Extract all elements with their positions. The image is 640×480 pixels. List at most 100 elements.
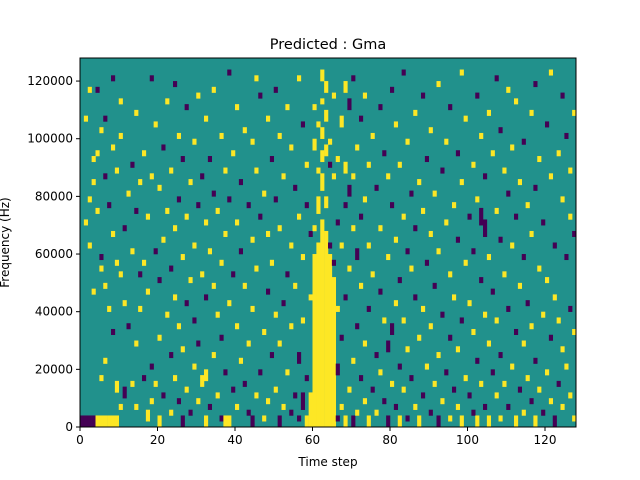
heatmap-cell (521, 254, 526, 261)
heatmap-cell (413, 109, 418, 116)
heatmap-cell (537, 265, 542, 272)
heatmap-cell (269, 259, 275, 266)
heatmap-cell (200, 375, 205, 387)
heatmap-cell (440, 311, 445, 318)
heatmap-cell (250, 415, 255, 428)
heatmap-cell (289, 144, 294, 151)
heatmap-cell (409, 375, 414, 382)
heatmap-cell (130, 161, 135, 168)
heatmap-cell (347, 265, 352, 272)
heatmap-cell (386, 340, 391, 353)
heatmap-cell (525, 300, 530, 307)
heatmap-cell (517, 282, 523, 289)
heatmap-cell (362, 340, 368, 347)
chart-title: Predicted : Gma (270, 37, 386, 53)
heatmap-cell (204, 219, 209, 226)
heatmap-cell (514, 328, 519, 335)
heatmap-cell (483, 311, 488, 318)
heatmap-cell (448, 334, 453, 341)
heatmap-cell (227, 300, 232, 307)
heatmap-cell (215, 207, 220, 214)
heatmap-cell (211, 352, 216, 359)
heatmap-cell (312, 225, 317, 232)
heatmap-cell (560, 92, 565, 99)
heatmap-cell (285, 369, 290, 376)
heatmap-cell (525, 202, 530, 209)
heatmap-cell (328, 254, 333, 428)
heatmap-cell (378, 369, 383, 376)
heatmap-cell (312, 254, 317, 428)
plot-frame (79, 57, 577, 428)
heatmap-cell (173, 225, 178, 232)
heatmap-cell (320, 69, 325, 82)
heatmap-cell (397, 363, 402, 370)
heatmap-cell (176, 323, 182, 330)
heatmap-cell (405, 346, 410, 353)
heatmap-cell (180, 156, 185, 163)
heatmap-cell (347, 386, 352, 393)
heatmap-cell (366, 305, 371, 312)
heatmap-cell (413, 403, 418, 410)
heatmap-cell (316, 167, 321, 174)
heatmap-cell (312, 138, 317, 151)
heatmap-cell (184, 300, 189, 307)
heatmap-cell (223, 167, 228, 174)
heatmap-cell (409, 190, 414, 197)
heatmap-cell (510, 242, 515, 249)
heatmap-cell (114, 415, 120, 428)
heatmap-cell (273, 386, 278, 393)
heatmap-cell (231, 271, 236, 278)
heatmap-cell (378, 225, 383, 232)
heatmap-cell (188, 409, 193, 416)
heatmap-cell (366, 161, 371, 168)
heatmap-cell (405, 248, 410, 255)
heatmap-cell (328, 161, 333, 168)
heatmap-cell (238, 357, 244, 364)
heatmap-cell (506, 86, 511, 93)
heatmap-cell (359, 213, 364, 220)
heatmap-cell (452, 386, 457, 393)
heatmap-cell (483, 173, 488, 180)
heatmap-cell (475, 196, 480, 203)
heatmap-cell (401, 213, 406, 220)
heatmap-cell (432, 190, 437, 197)
heatmap-cell (258, 213, 263, 220)
heatmap-cell (521, 340, 526, 347)
heatmap-cell (331, 92, 337, 99)
heatmap-cell (320, 219, 325, 428)
heatmap-cell (211, 86, 216, 93)
heatmap-cell (250, 305, 255, 312)
heatmap-cell (111, 415, 116, 428)
heatmap-cell (273, 311, 278, 318)
heatmap-cell (347, 98, 352, 111)
y-tick-label: 120000 (27, 74, 73, 88)
heatmap-cell (126, 323, 131, 330)
heatmap-cell (134, 207, 139, 214)
heatmap-cell (289, 409, 294, 416)
heatmap-cell (475, 357, 480, 364)
heatmap-cell (300, 254, 306, 261)
heatmap-cell (421, 207, 426, 214)
heatmap-cell (246, 409, 251, 416)
heatmap-cell (196, 398, 201, 405)
heatmap-cell (366, 242, 371, 249)
heatmap-cell (285, 104, 290, 111)
heatmap-cell (444, 369, 449, 376)
heatmap-cell (204, 294, 209, 301)
heatmap-cell (196, 202, 201, 209)
heatmap-cell (436, 81, 441, 88)
heatmap-cell (219, 132, 224, 139)
heatmap-cell (173, 375, 178, 382)
heatmap-cell (424, 363, 430, 370)
heatmap-cell (502, 167, 507, 174)
x-tick-label: 80 (382, 433, 397, 447)
heatmap-cell (424, 259, 430, 266)
heatmap-cell (277, 225, 282, 232)
heatmap-cell (126, 190, 131, 197)
heatmap-cell (149, 75, 154, 82)
heatmap-cell (149, 173, 154, 180)
heatmap-cell (366, 415, 371, 428)
heatmap-cell (537, 156, 542, 163)
heatmap-cell (324, 144, 329, 157)
heatmap-cell (494, 317, 499, 324)
